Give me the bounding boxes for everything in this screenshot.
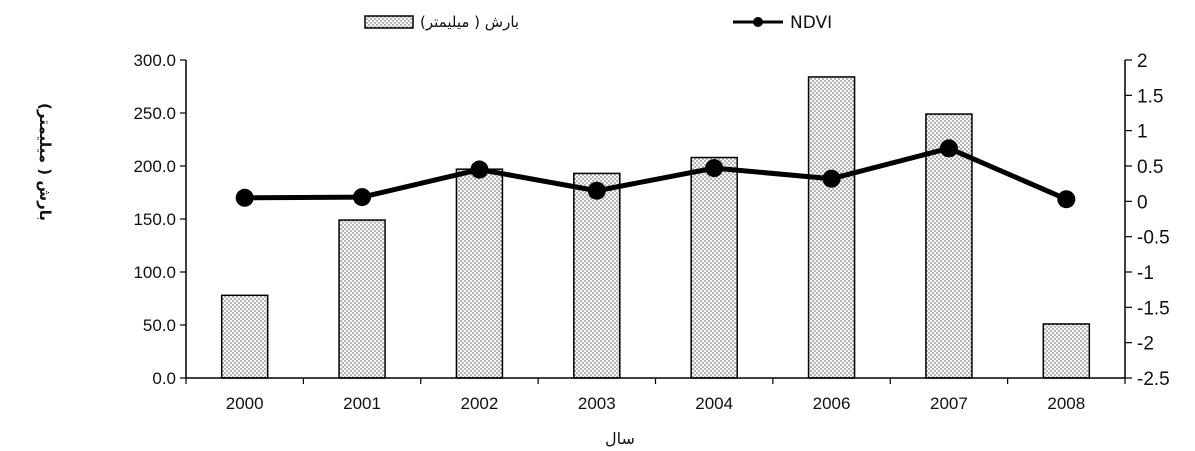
x-tick-label: 2008	[1047, 394, 1085, 413]
bar-series	[222, 77, 1090, 378]
ndvi-point-2004	[705, 159, 723, 177]
ndvi-point-2007	[940, 139, 958, 157]
y-axis-left-ticks: 0.0 50.0 100.0 150.0 200.0 250.0 300.0	[133, 51, 186, 388]
bar-2008	[1043, 324, 1089, 378]
legend-label-precipitation: بارش ( میلیمتر)	[420, 13, 519, 31]
y-right-tick-label: -1.5	[1137, 298, 1170, 319]
x-tick-label: 2006	[813, 394, 851, 413]
y-right-tick-label: 1.5	[1137, 86, 1163, 107]
y-left-tick-label: 50.0	[143, 316, 176, 335]
bar-2000	[222, 295, 268, 378]
y-left-tick-label: 0.0	[152, 369, 176, 388]
y-left-tick-label: 300.0	[133, 51, 176, 70]
legend-label-ndvi: NDVI	[790, 13, 832, 33]
y-left-tick-label: 100.0	[133, 263, 176, 282]
x-tick-label: 2004	[695, 394, 733, 413]
legend-marker-ndvi	[753, 17, 763, 27]
y-right-tick-label: -0.5	[1137, 228, 1170, 249]
x-tick-label: 2002	[461, 394, 499, 413]
y-right-tick-label: -2	[1137, 334, 1154, 355]
y-left-tick-label: 200.0	[133, 157, 176, 176]
y-right-tick-label: 1	[1137, 122, 1148, 143]
x-tick-label: 2000	[226, 394, 264, 413]
x-tick-label: 2003	[578, 394, 616, 413]
y-right-tick-label: 2	[1137, 51, 1148, 72]
y-axis-right-ticks: -2.5 -2 -1.5 -1 -0.5 0 0.5 1 1.5 2	[1125, 51, 1170, 390]
x-axis-title: سال	[605, 429, 635, 448]
legend-item-ndvi: NDVI	[733, 13, 832, 33]
ndvi-point-2001	[353, 188, 371, 206]
bar-2001	[339, 220, 385, 378]
y-right-tick-label: 0	[1137, 192, 1148, 213]
y-left-tick-label: 150.0	[133, 210, 176, 229]
y-right-tick-label: -2.5	[1137, 369, 1170, 390]
x-tick-label: 2007	[930, 394, 968, 413]
ndvi-point-2000	[236, 189, 254, 207]
bar-2002	[456, 169, 502, 378]
y-right-tick-label: 0.5	[1137, 157, 1163, 178]
ndvi-point-2008	[1057, 190, 1075, 208]
bar-2006	[809, 77, 855, 378]
x-axis-ticks: 2000 2001 2002 2003 2004 2006 2007 2008	[186, 378, 1125, 413]
bar-2004	[691, 158, 737, 378]
y-left-tick-label: 250.0	[133, 104, 176, 123]
x-tick-label: 2001	[343, 394, 381, 413]
legend: بارش ( میلیمتر) NDVI	[365, 13, 832, 33]
y-axis-left-title: بارش ( میلیمتر)	[36, 103, 54, 221]
ndvi-point-2002	[470, 161, 488, 179]
ndvi-point-2003	[588, 182, 606, 200]
axes	[186, 60, 1125, 378]
ndvi-point-2006	[823, 170, 841, 188]
bar-2003	[574, 173, 620, 378]
legend-item-precipitation: بارش ( میلیمتر)	[365, 13, 519, 31]
legend-swatch-precipitation	[365, 16, 413, 28]
y-right-tick-label: -1	[1137, 263, 1154, 284]
